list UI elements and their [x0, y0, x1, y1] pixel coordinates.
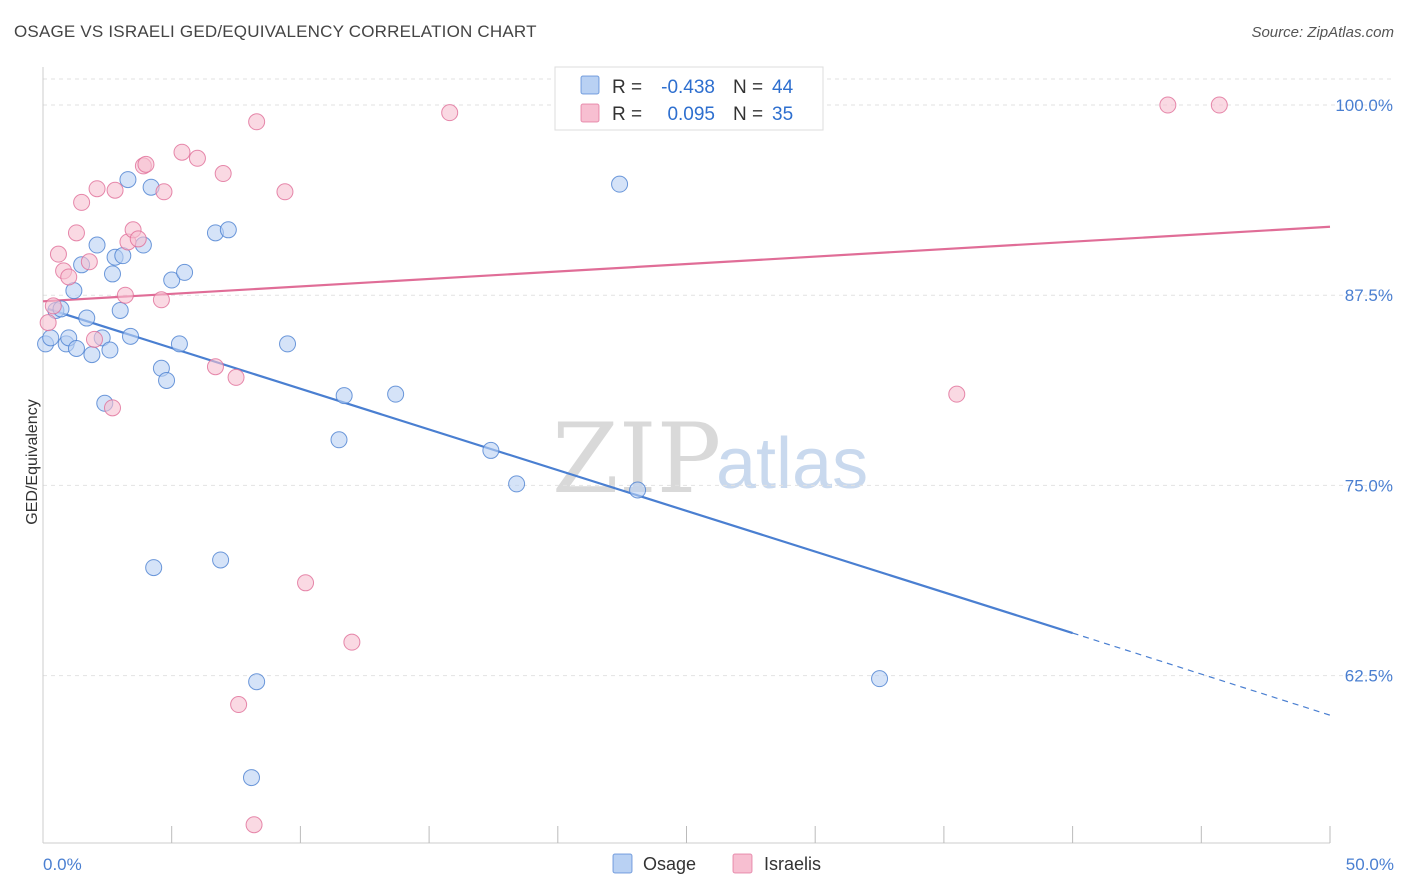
point-israelis [173, 143, 191, 161]
y-tick-label: 75.0% [1345, 476, 1393, 495]
point-israelis [60, 268, 78, 286]
chart-source: Source: ZipAtlas.com [1251, 24, 1394, 41]
point-osage [158, 371, 176, 389]
point-osage [611, 175, 629, 193]
point-israelis [129, 230, 147, 248]
point-israelis [948, 385, 966, 403]
legend-n-value-israelis: 35 [772, 104, 793, 125]
grid [43, 78, 1394, 677]
legend-swatch-israelis [580, 103, 600, 123]
point-israelis [155, 183, 173, 201]
x-tick-labels: 0.0% 50.0% [43, 855, 1394, 874]
point-osage [78, 309, 96, 327]
point-israelis [116, 286, 134, 304]
legend-box [554, 66, 824, 131]
point-osage [67, 339, 85, 357]
point-israelis [39, 314, 57, 332]
bottom-legend-label-israelis: Israelis [764, 854, 821, 874]
point-osage [145, 559, 163, 577]
point-israelis [80, 253, 98, 271]
legend-r-label-osage: R = [612, 77, 642, 98]
point-israelis [103, 399, 121, 417]
point-israelis [137, 155, 155, 173]
point-osage [387, 385, 405, 403]
trendline-osage-extension [1072, 632, 1331, 716]
point-israelis [248, 113, 266, 131]
axes [42, 67, 1331, 844]
point-israelis [67, 224, 85, 242]
point-israelis [88, 180, 106, 198]
point-israelis [188, 149, 206, 167]
point-osage [212, 551, 230, 569]
legend-n-label-osage: N = [733, 77, 763, 98]
y-axis-label: GED/Equivalency [24, 399, 41, 524]
trendline-israelis [42, 225, 1331, 303]
legend-swatch-osage [580, 75, 600, 95]
point-osage [119, 171, 137, 189]
chart-title: OSAGE VS ISRAELI GED/EQUIVALENCY CORRELA… [14, 22, 537, 41]
legend-r-label-israelis: R = [612, 104, 642, 125]
watermark: ZIP atlas [552, 403, 868, 515]
trendline-osage [47, 307, 1073, 635]
point-israelis [1159, 96, 1177, 114]
legend-r-value-israelis: 0.095 [667, 104, 715, 125]
point-israelis [206, 358, 224, 376]
point-osage [482, 441, 500, 459]
point-israelis [276, 183, 294, 201]
point-osage [279, 335, 297, 353]
point-israelis [441, 104, 459, 122]
watermark-atlas: atlas [716, 424, 868, 504]
point-osage [629, 481, 647, 499]
point-osage [248, 673, 266, 691]
point-osage [170, 335, 188, 353]
bottom-legend-swatch-israelis [732, 853, 753, 874]
point-osage [508, 475, 526, 493]
legend: R = -0.438 N = 44 R = 0.095 N = 35 [554, 66, 824, 131]
y-tick-label: 62.5% [1345, 667, 1393, 686]
bottom-legend-swatch-osage [612, 853, 633, 874]
legend-r-value-osage: -0.438 [661, 77, 715, 98]
legend-n-value-osage: 44 [772, 77, 794, 98]
point-osage [103, 265, 121, 283]
point-osage [111, 301, 129, 319]
point-israelis [85, 330, 103, 348]
y-tick-label: 87.5% [1345, 286, 1393, 305]
point-israelis [230, 696, 248, 714]
point-osage [242, 769, 260, 787]
point-israelis [44, 297, 62, 315]
point-israelis [227, 368, 245, 386]
point-osage [330, 431, 348, 449]
point-israelis [1210, 96, 1228, 114]
point-osage [176, 263, 194, 281]
point-israelis [49, 245, 67, 263]
x-tick-label-max: 50.0% [1346, 855, 1394, 874]
point-osage [871, 670, 889, 688]
point-israelis [245, 816, 263, 834]
point-israelis [152, 291, 170, 309]
point-israelis [214, 165, 232, 183]
x-tick-label-min: 0.0% [43, 855, 82, 874]
y-tick-label: 100.0% [1335, 96, 1393, 115]
legend-n-label-israelis: N = [733, 104, 763, 125]
point-osage [163, 271, 181, 289]
point-israelis [343, 633, 361, 651]
point-osage [83, 346, 101, 364]
point-osage [42, 329, 60, 347]
point-osage [219, 221, 237, 239]
point-osage [122, 327, 140, 345]
point-osage [88, 236, 106, 254]
point-osage [335, 387, 353, 405]
point-osage [101, 341, 119, 359]
data-points [37, 96, 1228, 834]
point-israelis [106, 181, 124, 199]
point-israelis [297, 574, 315, 592]
point-israelis [73, 193, 91, 211]
bottom-legend-label-osage: Osage [643, 854, 696, 874]
y-tick-labels: 62.5% 75.0% 87.5% 100.0% [1335, 96, 1393, 686]
bottom-legend: Osage Israelis [612, 853, 821, 874]
